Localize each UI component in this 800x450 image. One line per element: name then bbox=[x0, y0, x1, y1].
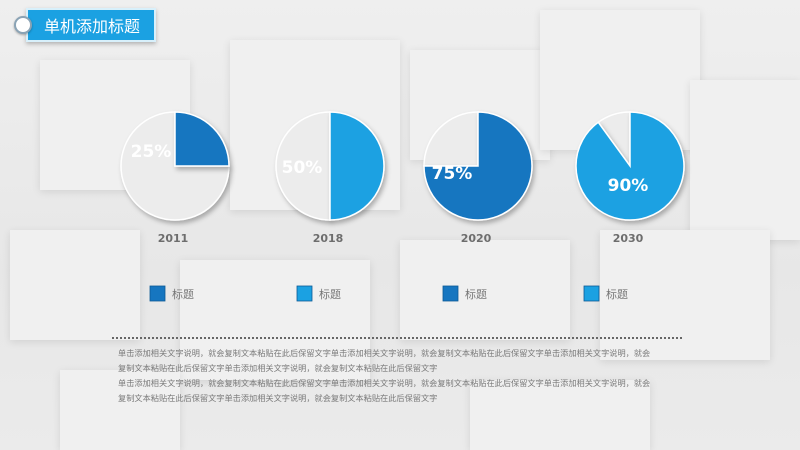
description-line: 单击添加相关文字说明，就会复制文本粘贴在此后保留文字单击添加相关文字说明，就会复… bbox=[118, 378, 651, 388]
category-label: 2020 bbox=[461, 232, 492, 245]
bg-tile bbox=[180, 260, 370, 380]
bg-tile bbox=[60, 370, 180, 450]
pie-value-label: 25% bbox=[131, 142, 172, 162]
bg-tile bbox=[400, 240, 570, 340]
legend-swatch bbox=[296, 285, 313, 302]
bg-tile bbox=[690, 80, 800, 240]
description-text: 单击添加相关文字说明，就会复制文本粘贴在此后保留文字单击添加相关文字说明，就会复… bbox=[118, 346, 688, 406]
description-line: 复制文本粘贴在此后保留文字单击添加相关文字说明，就会复制文本粘贴在此后保留文字 bbox=[118, 363, 438, 373]
legend-swatch bbox=[149, 285, 166, 302]
pie-value-slice bbox=[575, 111, 685, 221]
pie-value-label: 90% bbox=[608, 176, 649, 196]
pie-2018 bbox=[275, 111, 385, 221]
pie-value-label: 75% bbox=[432, 164, 473, 184]
category-label: 2011 bbox=[158, 232, 189, 245]
pie-value-slice bbox=[423, 111, 533, 221]
legend-label: 标题 bbox=[606, 287, 628, 301]
bg-tile bbox=[10, 230, 140, 340]
pie-2011 bbox=[120, 111, 230, 221]
legend-label: 标题 bbox=[319, 287, 341, 301]
pie-2030 bbox=[575, 111, 685, 221]
pie-value-label: 50% bbox=[282, 158, 323, 178]
pie-rest-slice bbox=[423, 111, 479, 167]
description-line: 单击添加相关文字说明，就会复制文本粘贴在此后保留文字单击添加相关文字说明，就会复… bbox=[118, 348, 651, 358]
category-label: 2018 bbox=[313, 232, 344, 245]
pie-value-slice bbox=[329, 111, 385, 221]
slide-title: 单机添加标题 bbox=[26, 8, 157, 42]
divider bbox=[112, 337, 682, 339]
pin-icon bbox=[14, 16, 32, 34]
pie-2020 bbox=[423, 111, 533, 221]
pie-rest-slice bbox=[275, 111, 331, 221]
category-label: 2030 bbox=[613, 232, 644, 245]
pie-value-slice bbox=[174, 111, 230, 167]
description-line: 复制文本粘贴在此后保留文字单击添加相关文字说明，就会复制文本粘贴在此后保留文字 bbox=[118, 393, 438, 403]
legend-swatch bbox=[442, 285, 459, 302]
bg-tile bbox=[470, 380, 650, 450]
legend-label: 标题 bbox=[172, 287, 194, 301]
legend-label: 标题 bbox=[465, 287, 487, 301]
legend-swatch bbox=[583, 285, 600, 302]
title-bar: 单机添加标题 bbox=[14, 8, 157, 42]
